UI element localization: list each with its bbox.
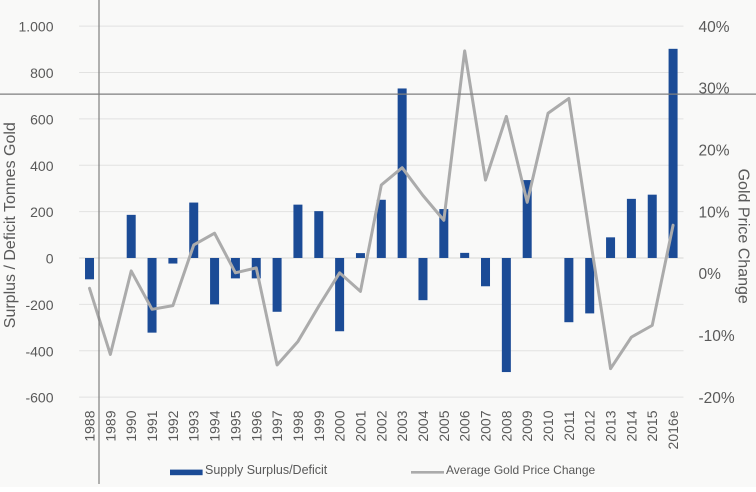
svg-text:2013: 2013 (603, 410, 619, 441)
svg-text:-200: -200 (25, 297, 53, 313)
svg-text:200: 200 (30, 204, 54, 220)
svg-text:400: 400 (30, 158, 54, 174)
svg-text:Supply Surplus/Deficit: Supply Surplus/Deficit (205, 463, 328, 477)
svg-text:2003: 2003 (394, 410, 410, 441)
svg-text:1993: 1993 (186, 410, 202, 441)
svg-text:0%: 0% (699, 266, 722, 283)
svg-text:1995: 1995 (227, 410, 243, 441)
svg-text:2012: 2012 (582, 410, 598, 441)
svg-text:Surplus / Deficit Tonnes Gold: Surplus / Deficit Tonnes Gold (2, 122, 19, 328)
svg-text:40%: 40% (699, 19, 730, 36)
svg-text:Gold Price Change: Gold Price Change (734, 169, 751, 304)
svg-text:1990: 1990 (123, 410, 139, 441)
svg-text:Average Gold Price Change: Average Gold Price Change (446, 463, 596, 477)
svg-text:2015: 2015 (644, 410, 660, 441)
svg-text:1989: 1989 (102, 410, 118, 441)
svg-text:1992: 1992 (165, 410, 181, 441)
svg-text:800: 800 (30, 65, 54, 81)
svg-text:0: 0 (46, 251, 54, 267)
svg-text:2010: 2010 (540, 410, 556, 441)
svg-text:2007: 2007 (478, 410, 494, 441)
svg-text:30%: 30% (699, 81, 730, 98)
svg-text:1.000: 1.000 (18, 19, 53, 35)
svg-text:1994: 1994 (207, 410, 223, 441)
svg-text:2016e: 2016e (665, 410, 681, 449)
svg-text:1998: 1998 (290, 410, 306, 441)
svg-text:1996: 1996 (248, 410, 264, 441)
svg-text:1999: 1999 (311, 410, 327, 441)
svg-text:2000: 2000 (332, 410, 348, 441)
svg-text:2005: 2005 (436, 410, 452, 441)
svg-text:600: 600 (30, 111, 54, 127)
svg-text:10%: 10% (699, 204, 730, 221)
svg-text:-20%: -20% (699, 390, 735, 407)
svg-text:2004: 2004 (415, 410, 431, 441)
svg-text:2011: 2011 (561, 410, 577, 440)
svg-text:2002: 2002 (373, 410, 389, 441)
svg-text:-600: -600 (25, 390, 53, 406)
svg-text:1997: 1997 (269, 410, 285, 441)
svg-text:-400: -400 (25, 343, 53, 359)
svg-text:-10%: -10% (699, 328, 735, 345)
svg-text:2001: 2001 (352, 410, 368, 441)
svg-text:1991: 1991 (144, 410, 160, 441)
svg-text:2009: 2009 (519, 410, 535, 441)
svg-text:1988: 1988 (82, 410, 98, 441)
svg-text:2006: 2006 (457, 410, 473, 441)
svg-text:2008: 2008 (498, 410, 514, 441)
svg-text:2014: 2014 (623, 410, 639, 441)
svg-text:20%: 20% (699, 142, 730, 159)
